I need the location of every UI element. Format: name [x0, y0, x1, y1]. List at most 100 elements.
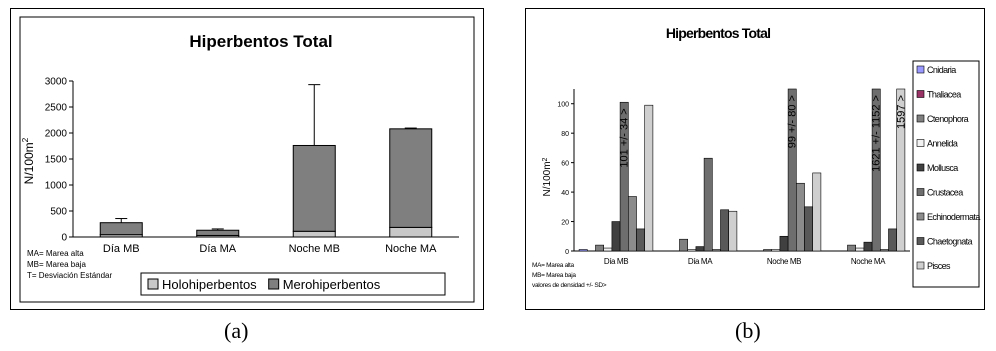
legend-label: Crustacea	[927, 188, 963, 198]
legend-swatch	[916, 114, 925, 123]
legend-box	[140, 272, 446, 296]
y-axis-label: N/100m2	[542, 157, 554, 196]
chart-b-svg: Hiperbentos Total 0 20 40 60 80 100 N/100m2 101 …	[532, 25, 981, 289]
bar	[879, 249, 889, 252]
bar	[871, 88, 881, 252]
x-tick-label: Noche MB	[767, 257, 801, 266]
y-tick-label: 1500	[45, 155, 68, 166]
chart-panel-b: Hiperbentos Total 0 20 40 60 80 100 N/100m2 101 …	[525, 8, 985, 310]
bar	[679, 238, 688, 252]
chart-title: Hiperbentos Total	[189, 32, 332, 51]
bar	[619, 101, 629, 252]
bar	[888, 228, 897, 252]
x-tick-label: Noche MA	[385, 243, 437, 255]
bar-segment	[196, 229, 240, 236]
x-tick-label: Día MA	[688, 257, 713, 266]
bar-value-label: 99 +/- 80 >	[787, 95, 799, 148]
y-tick-label: 100	[557, 102, 569, 109]
bar	[628, 196, 637, 252]
y-tick-label: 2500	[45, 103, 68, 114]
chart-title: Hiperbentos Total	[666, 25, 770, 41]
caption-a: (a)	[224, 318, 249, 343]
y-tick-label: 1000	[45, 181, 68, 192]
legend-swatch	[916, 163, 925, 172]
bar	[636, 228, 645, 252]
bar	[603, 247, 613, 252]
chart-panel-a: Hiperbentos Total 0 500 1000 1500 2000 2500 300…	[10, 8, 484, 310]
legend-swatch	[916, 212, 925, 221]
legend-label: Pisces	[927, 261, 951, 271]
legend-label: Ctenophora	[927, 114, 969, 124]
bar-segment	[99, 222, 143, 236]
legend-swatch	[916, 65, 925, 74]
bar	[611, 221, 621, 252]
legend-label: Cnidaria	[927, 65, 956, 75]
x-tick-label: Día MB	[604, 257, 628, 266]
legend-label: Chaetognata	[927, 237, 973, 247]
bar	[687, 249, 697, 252]
bar	[763, 249, 772, 252]
caption-b: (b)	[735, 318, 761, 343]
y-tick-label: 80	[561, 131, 569, 138]
bar	[644, 104, 654, 252]
bar-value-label: 1621 +/- 1152 >	[871, 95, 883, 172]
y-tick-label: 40	[561, 190, 569, 197]
bar	[712, 249, 721, 252]
bar	[896, 88, 906, 252]
bar-segment	[389, 128, 433, 228]
legend-swatch	[916, 139, 925, 147]
bar-segment	[389, 226, 433, 238]
bar	[863, 241, 873, 252]
x-tick-label: Día MB	[103, 243, 140, 255]
bar	[787, 88, 797, 252]
bar	[771, 249, 781, 252]
bar	[812, 172, 822, 252]
legend-swatch	[147, 278, 159, 290]
chart-note: T= Desviación Estándar	[27, 271, 112, 280]
legend-swatch	[268, 278, 280, 290]
y-axis-label: N/100m2	[20, 137, 36, 184]
x-tick-label: Día MA	[199, 243, 236, 255]
legend-swatch	[916, 90, 925, 98]
x-tick-label: Noche MB	[289, 243, 340, 255]
legend-box	[912, 60, 980, 288]
y-tick-label: 20	[561, 220, 569, 227]
bar	[695, 246, 705, 252]
bar	[795, 182, 805, 252]
bar	[779, 235, 789, 252]
chart-note: MA= Marea alta	[27, 249, 84, 258]
legend-label: Mollusca	[927, 163, 958, 173]
bar	[728, 210, 738, 252]
bar	[855, 247, 865, 252]
bar	[578, 249, 588, 252]
y-tick-label: 3000	[45, 77, 68, 88]
bar	[804, 206, 813, 252]
bar	[720, 209, 729, 252]
y-tick-label: 60	[561, 161, 569, 168]
bar	[595, 244, 604, 252]
bar	[847, 244, 856, 252]
chart-note: MB= Marea baja	[27, 260, 86, 269]
legend-label: Annelida	[927, 139, 958, 149]
legend-label: Echinodermata	[927, 212, 980, 222]
y-tick-label: 500	[50, 207, 67, 218]
y-tick-label: 0	[565, 249, 569, 256]
legend-label: Merohiperbentos	[283, 277, 381, 292]
legend-swatch	[916, 261, 925, 270]
bar-segment	[292, 144, 336, 232]
chart-note: MA= Marea alta	[532, 262, 575, 269]
bar-value-label: 1597 >	[895, 95, 907, 129]
bar	[703, 157, 713, 252]
y-tick-label: 0	[61, 233, 67, 244]
chart-note: valores de densidad +/- SD>	[532, 282, 607, 289]
x-tick-label: Noche MA	[851, 257, 886, 266]
legend-swatch	[916, 188, 925, 196]
bar-segment	[292, 230, 336, 238]
legend-label: Holohiperbentos	[162, 277, 257, 292]
chart-note: MB= Marea baja	[532, 272, 576, 279]
legend-label: Thaliacea	[927, 90, 961, 100]
y-tick-label: 2000	[45, 129, 68, 140]
bar-value-label: 101 +/- 34 >	[619, 108, 631, 167]
legend-swatch	[916, 237, 925, 245]
chart-a-svg: Hiperbentos Total 0 500 1000 1500 2000 2500 300…	[19, 16, 475, 303]
